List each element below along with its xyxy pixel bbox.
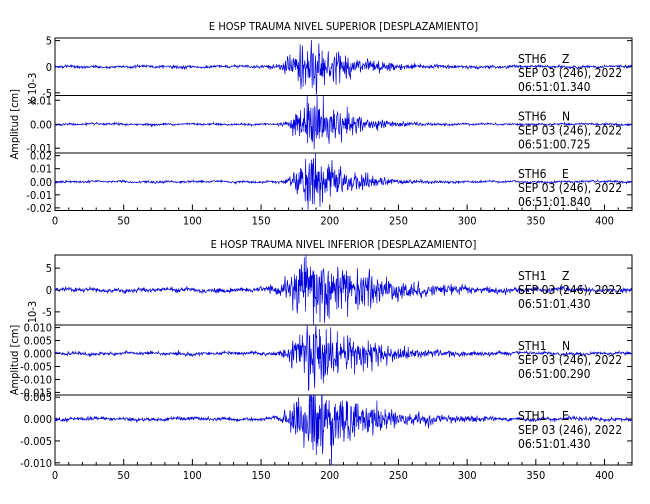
y-tick-label: -5 [42,306,52,319]
y-tick-label: -5 [42,87,52,100]
y-tick-label: -0.02 [26,202,52,215]
x-tick-label: 300 [458,469,477,482]
x-tick-label: 400 [595,469,614,482]
date-label: SEP 03 (246), 2022 [518,124,622,138]
waveform-sth1-e [54,394,633,466]
y-tick-label: 5 [46,35,52,48]
x-tick-label: 100 [183,215,202,228]
waveform-sth6-n [54,95,633,150]
x-tick-label: 300 [458,215,477,228]
component-label: E [562,409,569,423]
y-tick-label: -0.01 [26,189,52,202]
chart-title: E HOSP TRAUMA NIVEL INFERIOR [DESPLAZAMI… [211,238,477,251]
x-tick-label: 200 [320,215,339,228]
station-label: STH1 [518,269,546,283]
time-label: 06:51:01.430 [518,297,591,311]
x-tick-label: 150 [252,469,271,482]
x-tick-label: 350 [526,215,545,228]
y-tick-label: 0 [46,284,52,297]
component-label: N [562,339,570,353]
time-label: 06:51:00.725 [518,138,591,152]
time-label: 06:51:01.430 [518,437,591,451]
date-label: SEP 03 (246), 2022 [518,423,622,437]
scale-factor-label: 10-3 [26,301,39,323]
y-axis-label: Amplitud [cm] [8,325,21,396]
x-tick-label: 150 [252,215,271,228]
y-tick-label: 0 [46,61,52,74]
y-tick-label: -0.01 [26,142,52,155]
x-tick-label: 350 [526,469,545,482]
y-axis-label: Amplitud [cm] [8,89,21,160]
date-label: SEP 03 (246), 2022 [518,181,622,195]
x-tick-label: 50 [117,215,130,228]
station-label: STH1 [518,409,546,423]
waveform-sth6-z [54,39,633,95]
x-tick-label: 100 [183,469,202,482]
y-tick-label: 0.00 [30,176,52,189]
date-label: SEP 03 (246), 2022 [518,283,622,297]
time-label: 06:51:01.340 [518,80,591,94]
y-tick-label: 5 [46,262,52,275]
y-tick-label: 0.010 [24,322,52,335]
component-label: E [562,167,569,181]
y-tick-label: -0.010 [20,373,52,386]
component-label: N [562,110,570,124]
y-tick-label: 0.02 [30,150,52,163]
station-label: STH6 [518,110,547,124]
date-label: SEP 03 (246), 2022 [518,66,622,80]
x-tick-label: 250 [389,469,408,482]
y-tick-label: 0.000 [24,413,52,426]
y-tick-label: -0.005 [20,435,52,448]
time-label: 06:51:00.290 [518,367,591,381]
x-tick-label: 0 [52,215,58,228]
y-tick-label: 0.01 [30,94,52,107]
waveform-sth1-z [54,254,633,326]
y-tick-label: 0.01 [30,163,52,176]
waveform-sth1-n [54,324,633,391]
x-tick-label: 50 [117,469,130,482]
date-label: SEP 03 (246), 2022 [518,353,622,367]
x-tick-label: 200 [320,469,339,482]
y-tick-label: -0.010 [20,457,52,470]
component-label: Z [562,52,569,66]
time-label: 06:51:01.840 [518,195,591,209]
x-tick-label: 400 [595,215,614,228]
y-tick-label: 0.005 [24,391,52,404]
station-label: STH6 [518,52,547,66]
chart-title: E HOSP TRAUMA NIVEL SUPERIOR [DESPLAZAMI… [209,20,478,33]
station-label: STH6 [518,167,547,181]
y-tick-label: -0.005 [20,360,52,373]
y-tick-label: 0.00 [30,118,52,131]
x-tick-label: 250 [389,215,408,228]
y-tick-label: -0.015 [20,386,52,399]
x-tick-label: 0 [52,469,58,482]
component-label: Z [562,269,569,283]
scale-factor-label: X 10-3 [26,73,39,105]
station-label: STH1 [518,339,546,353]
y-tick-label: 0.005 [24,335,52,348]
y-tick-label: 0.000 [24,348,52,361]
waveform-sth6-e [54,152,633,211]
